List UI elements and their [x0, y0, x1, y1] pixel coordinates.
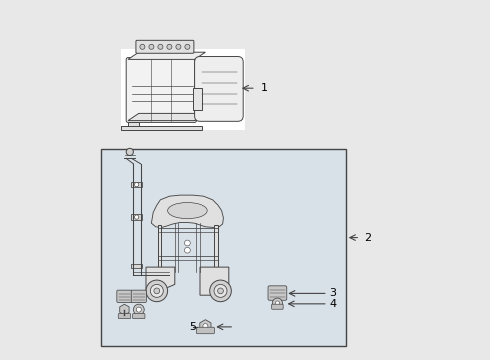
- Circle shape: [272, 298, 282, 308]
- FancyBboxPatch shape: [136, 40, 194, 53]
- Circle shape: [275, 301, 280, 305]
- Polygon shape: [131, 214, 143, 220]
- Polygon shape: [128, 113, 205, 121]
- Circle shape: [126, 148, 133, 156]
- FancyBboxPatch shape: [196, 327, 215, 334]
- Polygon shape: [200, 267, 229, 295]
- Circle shape: [134, 183, 139, 187]
- Circle shape: [185, 44, 190, 49]
- Bar: [121, 49, 245, 130]
- Circle shape: [214, 284, 227, 297]
- Polygon shape: [121, 122, 139, 128]
- Text: 4: 4: [330, 299, 337, 309]
- Text: 3: 3: [330, 288, 337, 298]
- Circle shape: [158, 44, 163, 49]
- Polygon shape: [195, 58, 205, 121]
- Polygon shape: [215, 225, 218, 267]
- Polygon shape: [121, 126, 202, 130]
- Polygon shape: [128, 52, 205, 59]
- Circle shape: [198, 94, 204, 100]
- Circle shape: [149, 44, 154, 49]
- Bar: [101, 149, 346, 346]
- FancyBboxPatch shape: [268, 286, 287, 300]
- Circle shape: [218, 288, 223, 294]
- Circle shape: [133, 304, 144, 315]
- Polygon shape: [131, 264, 143, 268]
- Ellipse shape: [168, 202, 207, 219]
- FancyBboxPatch shape: [195, 57, 243, 121]
- Polygon shape: [131, 182, 143, 187]
- Text: 2: 2: [364, 233, 371, 243]
- Circle shape: [134, 215, 139, 219]
- Circle shape: [150, 284, 163, 297]
- Circle shape: [198, 76, 204, 82]
- Circle shape: [146, 280, 168, 302]
- Circle shape: [140, 44, 145, 49]
- FancyBboxPatch shape: [117, 290, 132, 302]
- FancyBboxPatch shape: [133, 314, 145, 319]
- FancyBboxPatch shape: [131, 290, 147, 302]
- Circle shape: [185, 240, 190, 246]
- Bar: [193, 88, 202, 110]
- Polygon shape: [151, 195, 223, 228]
- FancyBboxPatch shape: [126, 58, 196, 122]
- Polygon shape: [158, 225, 162, 267]
- Text: 5: 5: [189, 322, 196, 332]
- Circle shape: [210, 280, 231, 302]
- Circle shape: [185, 247, 190, 253]
- Text: 1: 1: [261, 83, 268, 93]
- Circle shape: [167, 44, 172, 49]
- Circle shape: [176, 44, 181, 49]
- FancyBboxPatch shape: [271, 304, 283, 309]
- Circle shape: [154, 288, 160, 294]
- Circle shape: [203, 324, 208, 329]
- FancyBboxPatch shape: [118, 314, 130, 319]
- Bar: [103, 151, 344, 344]
- Circle shape: [136, 307, 141, 312]
- Polygon shape: [146, 267, 175, 295]
